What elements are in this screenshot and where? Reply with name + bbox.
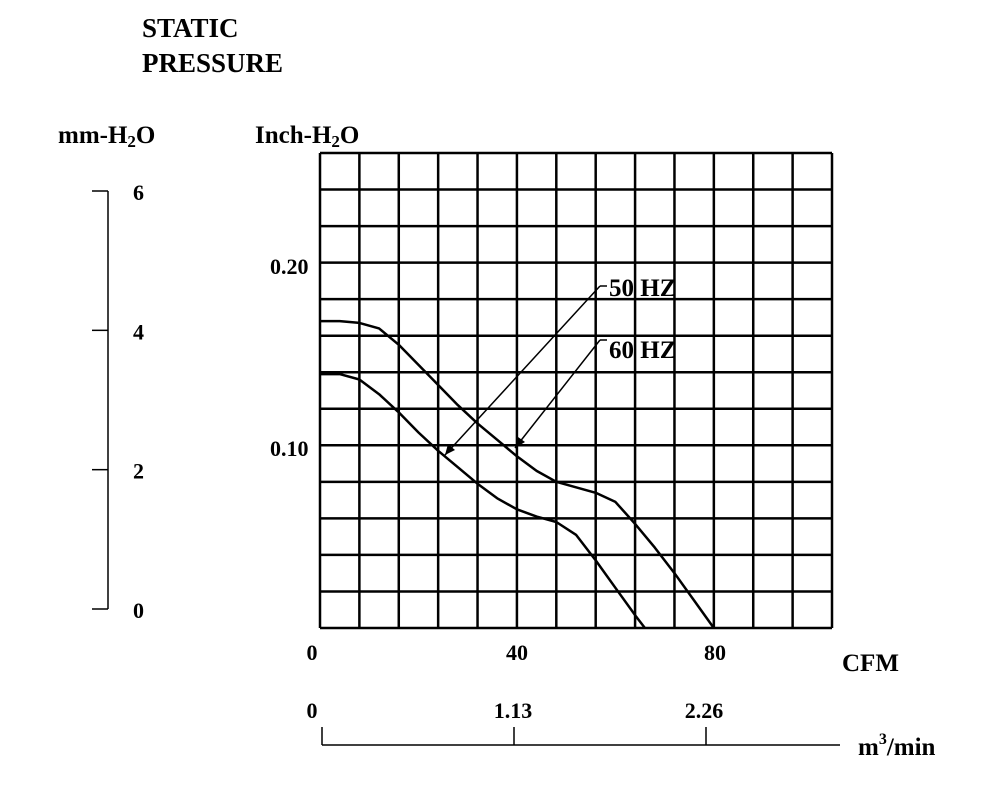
- mm-axis-unit-sub: 2: [127, 132, 136, 151]
- inch-tick-label-0.10: 0.10: [270, 436, 309, 461]
- annotation-60hz-arrowhead: [515, 437, 525, 448]
- annotation-50hz-label: 50 HZ: [609, 275, 676, 302]
- mm-axis-unit-prefix: mm-H: [58, 122, 128, 149]
- annotation-60hz-leader: [514, 339, 601, 449]
- m3-tick-label-0: 0: [307, 698, 318, 723]
- m3-tick-label-1.13: 1.13: [494, 698, 533, 723]
- annotation-60hz: 60 HZ: [514, 337, 676, 449]
- mm-tick-label: 0: [133, 598, 144, 623]
- m3-axis-unit-suffix: /min: [886, 734, 936, 761]
- m3-axis-unit-sup: 3: [879, 731, 887, 748]
- chart-title-line-2: PRESSURE: [142, 48, 283, 78]
- inch-axis-unit-suffix: O: [340, 122, 359, 149]
- annotation-50hz-arrowhead: [445, 444, 455, 455]
- curves: [320, 319, 715, 629]
- annotation-60hz-label: 60 HZ: [609, 337, 676, 364]
- mm-axis-unit-suffix: O: [136, 122, 155, 149]
- series-line-60hz: [320, 319, 715, 629]
- inch-axis-unit-label: Inch-H2O: [255, 122, 359, 151]
- annotation-50hz-leader: [444, 285, 601, 456]
- inch-tick-label-0.20: 0.20: [270, 254, 309, 279]
- cfm-tick-label-0: 0: [307, 640, 318, 665]
- m3-axis-unit-base: m: [858, 734, 879, 761]
- plot-grid: [318, 151, 834, 630]
- mm-axis: 0 2 4 6: [92, 180, 144, 623]
- annotation-50hz: 50 HZ: [444, 275, 676, 456]
- mm-tick-label: 6: [133, 180, 144, 205]
- m3-axis-unit-label: m3/min: [858, 731, 936, 761]
- chart-title-line-1: STATIC: [142, 13, 239, 43]
- cfm-axis-unit-label: CFM: [842, 650, 899, 677]
- series-line-50hz: [320, 372, 646, 629]
- mm-axis-unit-label: mm-H2O: [58, 122, 155, 151]
- cfm-tick-label-80: 80: [704, 640, 726, 665]
- inch-axis-unit-sub: 2: [331, 132, 340, 151]
- cfm-tick-label-40: 40: [506, 640, 528, 665]
- mm-tick-label: 4: [133, 319, 144, 344]
- mm-tick-label: 2: [133, 459, 144, 484]
- inch-axis-unit-prefix: Inch-H: [255, 122, 332, 149]
- m3-tick-label-2.26: 2.26: [685, 698, 724, 723]
